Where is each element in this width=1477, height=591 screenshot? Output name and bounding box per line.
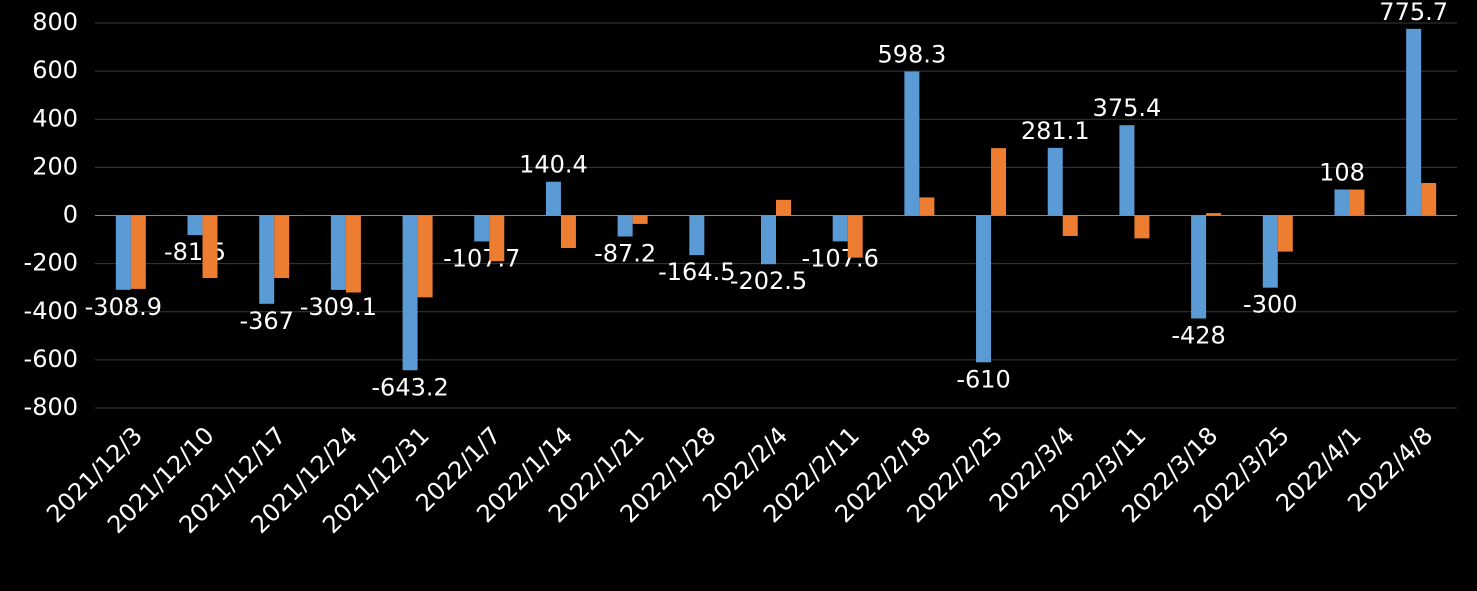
bar (632, 215, 648, 224)
bar (130, 215, 146, 289)
data-label: 281.1 (1021, 117, 1090, 145)
bar (847, 215, 863, 258)
bar (689, 215, 705, 256)
data-label: 140.4 (519, 151, 588, 179)
y-tick-label: 0 (63, 201, 78, 229)
y-tick-label: 400 (32, 104, 78, 132)
bar (330, 215, 346, 290)
data-label: 598.3 (878, 41, 947, 69)
bar (417, 215, 433, 298)
data-label: -164.5 (658, 258, 735, 286)
data-label: 375.4 (1093, 94, 1162, 122)
bar (1349, 189, 1365, 216)
bar (202, 215, 218, 279)
bar (545, 181, 561, 216)
bar (1206, 213, 1222, 216)
bar (991, 148, 1007, 216)
y-tick-label: -200 (24, 249, 78, 277)
data-label: -309.1 (300, 293, 377, 321)
data-label: -107.7 (443, 244, 520, 272)
bar (1277, 215, 1293, 252)
bar (187, 215, 203, 236)
bar (259, 215, 275, 304)
data-label: -308.9 (85, 293, 162, 321)
bar (115, 215, 131, 290)
data-label: 775.7 (1379, 0, 1448, 26)
bar (560, 215, 576, 248)
y-tick-label: -600 (24, 345, 78, 373)
y-tick-label: 200 (32, 152, 78, 180)
bar (617, 215, 633, 237)
data-label: -300 (1243, 291, 1297, 319)
y-tick-label: 600 (32, 56, 78, 84)
bar (776, 199, 791, 216)
bar (1062, 215, 1078, 236)
y-tick-label: 800 (32, 8, 78, 36)
bar (1134, 215, 1150, 239)
bar (489, 215, 505, 262)
bar (1406, 28, 1422, 216)
data-label: -428 (1171, 321, 1225, 349)
bar (904, 71, 920, 216)
bar (919, 197, 935, 216)
y-tick-label: -800 (24, 393, 78, 421)
data-label: -610 (956, 365, 1010, 393)
bar (474, 215, 490, 242)
data-label: -643.2 (371, 373, 448, 401)
data-label: -367 (239, 307, 293, 335)
bar (832, 215, 848, 242)
bar (1262, 215, 1278, 288)
bar (345, 215, 361, 293)
bar (976, 215, 992, 363)
data-label: -107.6 (801, 244, 878, 272)
data-label: -202.5 (730, 267, 807, 295)
y-tick-label: -400 (24, 297, 78, 325)
bar (402, 215, 418, 371)
bar (274, 215, 290, 279)
bar (1047, 147, 1063, 216)
bar (1119, 125, 1135, 216)
bar (1191, 215, 1207, 319)
bar (761, 215, 776, 265)
data-label: -87.2 (594, 239, 656, 267)
bar (1334, 189, 1350, 216)
bar (1421, 183, 1437, 216)
data-label: 108 (1319, 159, 1365, 187)
